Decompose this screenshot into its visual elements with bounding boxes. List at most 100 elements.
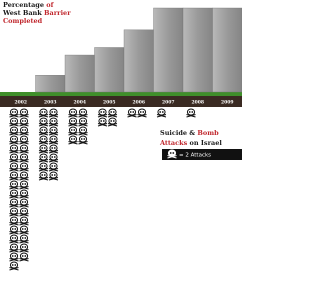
skull-eye: [73, 129, 75, 131]
skull-head: [99, 109, 106, 115]
skull-head: [10, 217, 17, 223]
skull-head: [69, 136, 76, 142]
skull-head: [50, 145, 57, 151]
skull-eye: [44, 120, 46, 122]
skull-eye: [12, 246, 14, 248]
skull-head: [109, 109, 116, 115]
bar: [154, 8, 184, 92]
skull-eye: [24, 192, 26, 194]
skull-eye: [22, 174, 24, 176]
skull-eye: [44, 147, 46, 149]
skull-eye: [12, 210, 14, 212]
attack-column: [128, 109, 147, 117]
skull-eye: [24, 120, 26, 122]
skull-eye: [83, 111, 85, 113]
skull-eye: [22, 111, 24, 113]
legend-title-part: Bomb: [197, 129, 219, 137]
skull-head: [10, 253, 17, 259]
skull-head: [20, 136, 27, 142]
bar: [65, 55, 95, 92]
skull-eye: [51, 165, 53, 167]
skull-eye: [22, 228, 24, 230]
skull-head: [20, 154, 27, 160]
skull-eye: [159, 111, 161, 113]
skull-head: [40, 118, 47, 124]
skull-eye: [51, 147, 53, 149]
skull-head: [20, 145, 27, 151]
skull-eye: [14, 183, 16, 185]
grass: [0, 92, 242, 96]
skull-eye: [22, 147, 24, 149]
year-label: 2005: [103, 100, 116, 106]
skull-eye: [22, 210, 24, 212]
skull-eye: [14, 255, 16, 257]
skull-eye: [142, 111, 144, 113]
skull-eye: [113, 120, 115, 122]
skull-head: [69, 109, 76, 115]
skull-head: [10, 235, 17, 241]
skull-eye: [162, 111, 164, 113]
skull-eye: [12, 156, 14, 158]
legend-title-part: on Israel: [187, 139, 222, 147]
skull-eye: [12, 165, 14, 167]
skull-eye: [83, 129, 85, 131]
chart-title-part: West Bank: [2, 9, 44, 17]
skull-eye: [191, 111, 193, 113]
skull-eye: [81, 120, 83, 122]
skull-eye: [14, 111, 16, 113]
skull-eye: [51, 129, 53, 131]
year-label: 2002: [14, 100, 27, 106]
skull-head: [168, 150, 175, 156]
bar: [124, 30, 154, 92]
skull-head: [79, 118, 86, 124]
chart-title-part: Barrier: [44, 9, 71, 17]
skull-head: [50, 172, 57, 178]
skull-eye: [73, 120, 75, 122]
skull-head: [10, 136, 17, 142]
skull-head: [10, 118, 17, 124]
attack-column: [187, 109, 196, 117]
skull-eye: [12, 138, 14, 140]
skull-eye: [44, 138, 46, 140]
skull-eye: [22, 255, 24, 257]
skull-head: [79, 136, 86, 142]
skull-eye: [24, 237, 26, 239]
skull-eye: [54, 120, 56, 122]
skull-head: [20, 253, 27, 259]
skull-eye: [14, 129, 16, 131]
legend-title: Suicide & Bomb: [160, 129, 219, 137]
bar: [183, 8, 213, 92]
skull-head: [158, 109, 165, 115]
skull-head: [10, 208, 17, 214]
skull-eye: [12, 219, 14, 221]
skull-eye: [12, 147, 14, 149]
skull-eye: [12, 255, 14, 257]
skull-eye: [24, 210, 26, 212]
skull-head: [69, 118, 76, 124]
skull-eye: [24, 183, 26, 185]
skull-eye: [100, 111, 102, 113]
year-label: 2008: [191, 100, 204, 106]
skull-eye: [54, 156, 56, 158]
skull-eye: [12, 174, 14, 176]
skull-head: [40, 145, 47, 151]
skull-head: [10, 172, 17, 178]
skull-eye: [14, 201, 16, 203]
year-label: 2006: [132, 100, 145, 106]
skull-head: [20, 226, 27, 232]
skull-head: [20, 127, 27, 133]
skull-eye: [130, 111, 132, 113]
skull-eye: [24, 147, 26, 149]
skull-head: [20, 163, 27, 169]
skull-eye: [172, 152, 174, 154]
skull-eye: [24, 138, 26, 140]
year-label: 2009: [221, 100, 234, 106]
skull-head: [50, 136, 57, 142]
skull-head: [50, 154, 57, 160]
skull-head: [187, 109, 194, 115]
skull-eye: [22, 201, 24, 203]
skull-eye: [24, 129, 26, 131]
chart-title-part: Percentage: [3, 1, 46, 9]
skull-eye: [103, 111, 105, 113]
skull-eye: [83, 120, 85, 122]
